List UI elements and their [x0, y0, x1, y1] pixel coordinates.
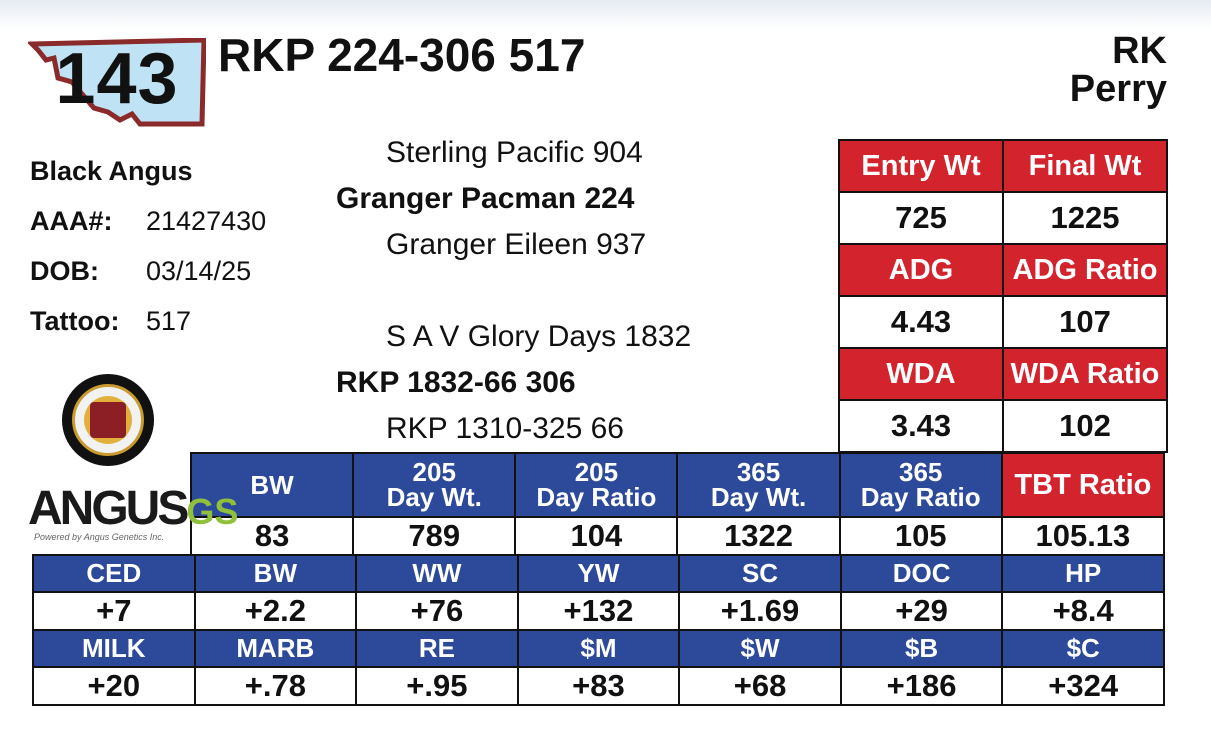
bw-weight-value: 83: [189, 516, 355, 556]
final-wt-value: 1225: [1002, 191, 1168, 245]
epd-table: CED BW WW YW SC DOC HP +7 +2.2 +76 +132 +1.69 +29 +8…: [32, 554, 1165, 706]
animal-name: RKP 224-306 517: [218, 29, 586, 81]
day365-ratio-header: 365 Day Ratio: [838, 452, 1003, 518]
epd-bw-value: +2.2: [193, 591, 358, 631]
montana-state-badge: [28, 38, 206, 127]
aaa-number: 21427430: [146, 206, 267, 236]
epd-header-ced: CED: [32, 554, 196, 593]
day205-ratio-header: 205 Day Ratio: [514, 452, 679, 518]
day365-wt-value: 1322: [676, 516, 841, 556]
pedigree-dam-dam: RKP 1310-325 66: [386, 412, 624, 445]
tattoo-value: 517: [146, 306, 192, 336]
epd-ced-value: +7: [32, 591, 196, 631]
wda-value: 3.43: [838, 399, 1004, 453]
angus-gs-suffix: GS: [186, 491, 239, 532]
header-line-2: Day Wt.: [386, 482, 482, 512]
epd-header-re: RE: [355, 629, 519, 668]
epd-header-doc: DOC: [839, 554, 1004, 593]
final-wt-header: Final Wt: [1002, 139, 1168, 193]
top-banner-fade: [0, 0, 1211, 30]
epd-sc-value: +1.69: [678, 591, 842, 631]
dob-value: 03/14/25: [146, 256, 252, 286]
epd-header-c: $C: [1001, 629, 1165, 668]
pedigree-sire-sire: Sterling Pacific 904: [386, 136, 643, 169]
adg-value: 4.43: [838, 295, 1004, 349]
header-line-1: 205: [574, 457, 619, 487]
epd-w-value: +68: [678, 666, 842, 706]
adg-ratio-header: ADG Ratio: [1002, 243, 1168, 297]
adg-ratio-value: 107: [1002, 295, 1168, 349]
owner-line-2: Perry: [1069, 68, 1167, 110]
owner-line-1: RK: [1112, 30, 1167, 72]
day205-wt-header: 205 Day Wt.: [352, 452, 517, 518]
epd-ww-value: +76: [355, 591, 519, 631]
entry-wt-header: Entry Wt: [838, 139, 1004, 193]
epd-header-hp: HP: [1001, 554, 1165, 593]
epd-milk-value: +20: [32, 666, 196, 706]
header-line-1: 205: [412, 457, 456, 487]
epd-header-b: $B: [839, 629, 1004, 668]
pedigree-sire: Granger Pacman 224: [336, 182, 635, 215]
cattle-icon: [90, 402, 126, 438]
angus-gs-logo: ANGUSGS: [28, 484, 238, 537]
day205-ratio-value: 104: [514, 516, 679, 556]
bw-weight-header: BW: [189, 452, 355, 518]
epd-b-value: +186: [839, 666, 1004, 706]
lot-number: 143: [55, 39, 179, 119]
epd-yw-value: +132: [516, 591, 681, 631]
epd-doc-value: +29: [839, 591, 1004, 631]
epd-header-sc: SC: [678, 554, 842, 593]
pedigree-sire-dam: Granger Eileen 937: [386, 228, 647, 261]
angus-gs-wordmark: ANGUS: [28, 482, 189, 535]
tbt-ratio-value: 105.13: [1000, 516, 1166, 556]
pedigree-dam-sire: S A V Glory Days 1832: [386, 320, 692, 353]
epd-m-value: +83: [516, 666, 681, 706]
entry-wt-value: 725: [838, 191, 1004, 245]
epd-hp-value: +8.4: [1001, 591, 1165, 631]
pedigree-dam: RKP 1832-66 306: [336, 366, 576, 399]
weights-table: BW 205 Day Wt. 205 Day Ratio 365 Day Wt. 36…: [189, 452, 1166, 556]
header-line-1: BW: [250, 469, 294, 500]
header-line-1: 365: [899, 457, 943, 487]
breed: Black Angus: [30, 156, 193, 186]
wda-ratio-value: 102: [1002, 399, 1168, 453]
owner-name: RK Perry: [1070, 32, 1167, 108]
epd-header-w: $W: [678, 629, 842, 668]
day365-ratio-value: 105: [838, 516, 1003, 556]
tattoo-label: Tattoo:: [30, 306, 120, 336]
adg-header: ADG: [838, 243, 1004, 297]
header-line-1: 365: [736, 457, 781, 487]
epd-header-yw: YW: [516, 554, 681, 593]
wda-ratio-header: WDA Ratio: [1002, 347, 1168, 401]
epd-marb-value: +.78: [193, 666, 358, 706]
epd-header-m: $M: [516, 629, 681, 668]
epd-re-value: +.95: [355, 666, 519, 706]
wda-header: WDA: [838, 347, 1004, 401]
aaa-label: AAA#:: [30, 206, 113, 236]
header-line-2: Day Ratio: [536, 482, 657, 512]
performance-table: Entry Wt Final Wt 725 1225 ADG ADG Ratio…: [838, 139, 1168, 453]
epd-c-value: +324: [1001, 666, 1165, 706]
epd-header-marb: MARB: [193, 629, 358, 668]
header-line-2: Day Ratio: [860, 482, 981, 512]
day365-wt-header: 365 Day Wt.: [676, 452, 841, 518]
dob-label: DOB:: [30, 256, 99, 286]
day205-wt-value: 789: [352, 516, 517, 556]
angus-gs-tagline: Powered by Angus Genetics Inc.: [34, 532, 165, 542]
header-line-2: Day Wt.: [710, 482, 807, 512]
epd-header-milk: MILK: [32, 629, 196, 668]
epd-header-bw: BW: [193, 554, 358, 593]
tbt-ratio-header: TBT Ratio: [1000, 452, 1166, 518]
epd-header-ww: WW: [355, 554, 519, 593]
